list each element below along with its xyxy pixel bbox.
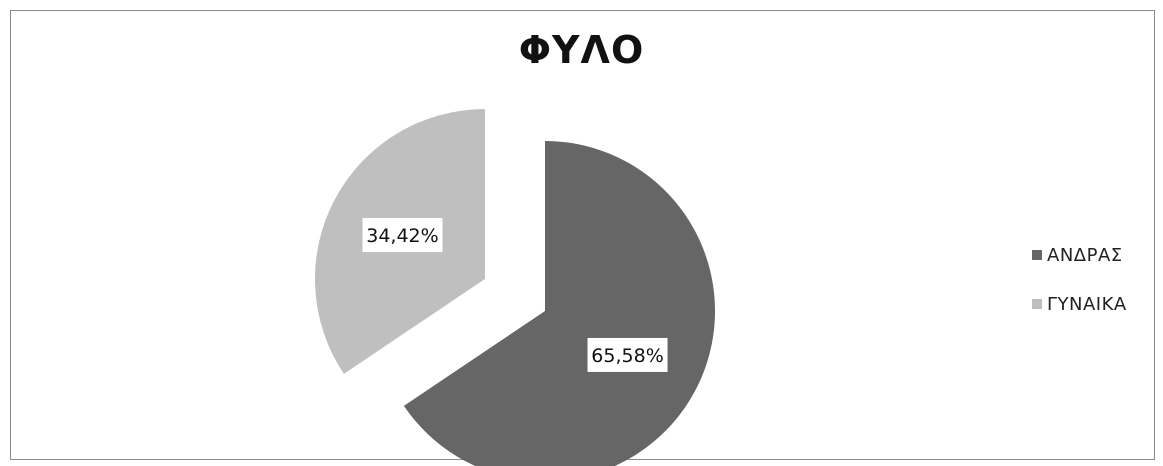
legend-label-andras: ΑΝΔΡΑΣ [1047,244,1123,266]
data-label-gynaika: 34,42% [366,225,438,247]
data-label-andras: 65,58% [591,345,663,367]
legend-swatch-gynaika [1032,299,1042,309]
legend-item-gynaika: ΓΥΝΑΙΚΑ [1032,293,1127,315]
legend-item-andras: ΑΝΔΡΑΣ [1032,244,1127,266]
pie-slice-andras [403,140,715,466]
legend-swatch-andras [1032,250,1042,260]
chart-title: ΦΥΛΟ [518,28,645,72]
data-label-gynaika-box [362,218,443,253]
legend: ΑΝΔΡΑΣ ΓΥΝΑΙΚΑ [1032,244,1127,342]
legend-label-gynaika: ΓΥΝΑΙΚΑ [1047,293,1127,315]
data-label-andras-box [587,337,668,372]
